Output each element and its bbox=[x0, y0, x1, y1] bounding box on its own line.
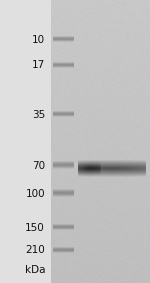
Text: 210: 210 bbox=[25, 245, 45, 256]
Text: 150: 150 bbox=[25, 223, 45, 233]
Text: kDa: kDa bbox=[24, 265, 45, 275]
Text: 17: 17 bbox=[32, 60, 45, 70]
Text: 10: 10 bbox=[32, 35, 45, 45]
Text: 100: 100 bbox=[25, 189, 45, 199]
Text: 35: 35 bbox=[32, 110, 45, 120]
Text: 70: 70 bbox=[32, 160, 45, 171]
